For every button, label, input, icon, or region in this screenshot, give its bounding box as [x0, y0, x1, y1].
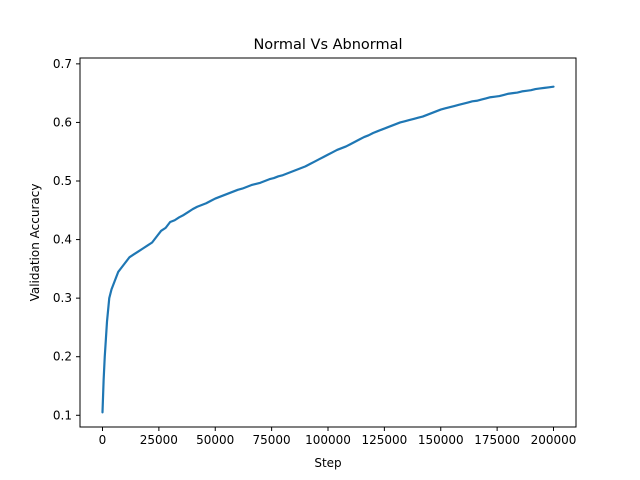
x-tick-label: 50000 — [196, 433, 234, 447]
x-tick-label: 125000 — [361, 433, 407, 447]
x-tick-label: 175000 — [474, 433, 520, 447]
x-tick-label: 0 — [99, 433, 107, 447]
y-tick-label: 0.1 — [53, 408, 72, 422]
x-tick-label: 200000 — [531, 433, 577, 447]
y-tick-label: 0.3 — [53, 291, 72, 305]
x-tick-label: 100000 — [305, 433, 351, 447]
x-axis-label: Step — [314, 456, 341, 470]
x-tick-label: 150000 — [418, 433, 464, 447]
x-tick-label: 25000 — [140, 433, 178, 447]
y-tick-label: 0.4 — [53, 233, 72, 247]
series-layer — [101, 85, 555, 414]
y-axis-label: Validation Accuracy — [28, 184, 42, 302]
x-tick-label: 75000 — [253, 433, 291, 447]
y-tick-label: 0.5 — [53, 174, 72, 188]
y-tick-label: 0.6 — [53, 115, 72, 129]
chart-title: Normal Vs Abnormal — [253, 37, 402, 53]
plot-frame — [79, 57, 577, 428]
y-tick-label: 0.7 — [53, 57, 72, 71]
x-axis: 0 25000 50000 75000 100000 125000 150000 175000… — [99, 427, 577, 447]
y-tick-label: 0.2 — [53, 350, 72, 364]
y-axis: 0.1 0.2 0.3 0.4 0.5 0.6 0.7 — [53, 57, 80, 422]
series-line-0 — [101, 85, 555, 414]
